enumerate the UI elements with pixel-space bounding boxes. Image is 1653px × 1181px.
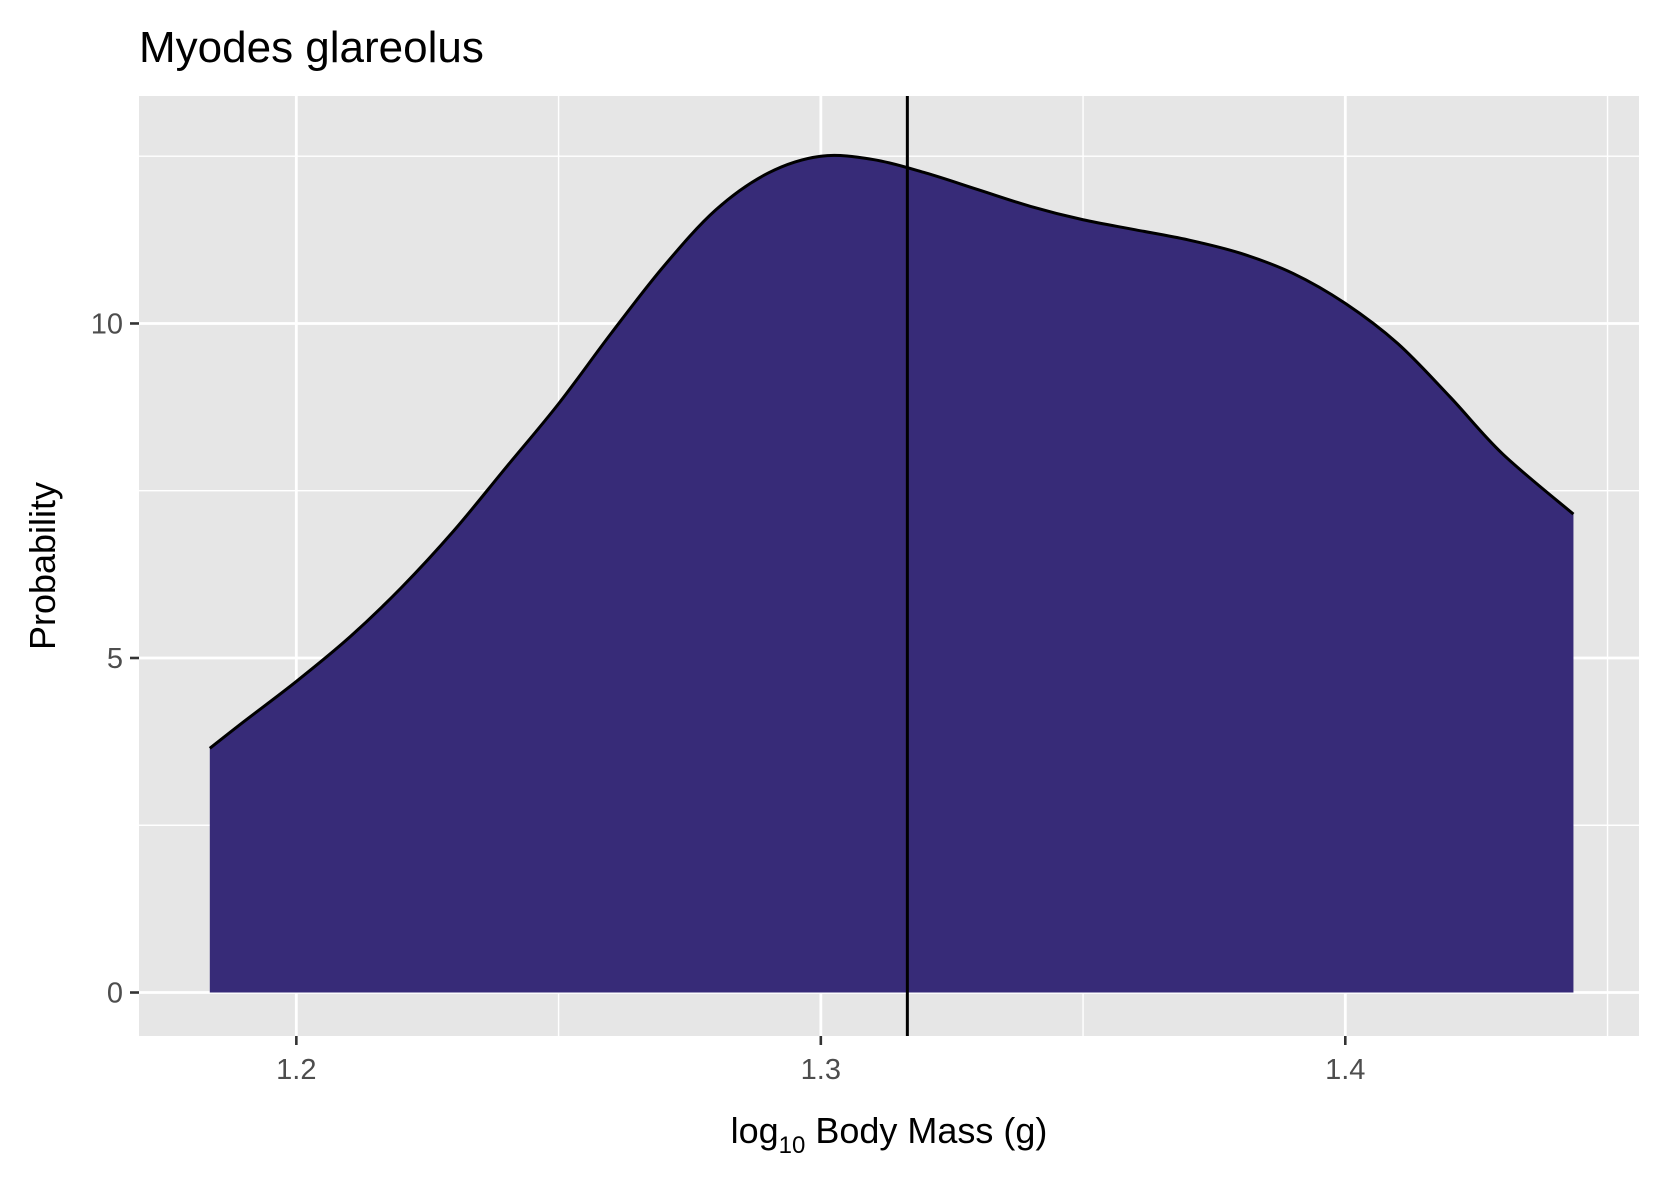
y-axis-label: Probability [22, 482, 63, 650]
density-area [209, 155, 1574, 993]
axis-ticks: 1.2 1.3 1.4 0 5 10 [91, 308, 1366, 1086]
x-axis-label: log10 Body Mass (g) [731, 1110, 1048, 1159]
y-tick-label: 5 [107, 643, 123, 675]
density-line [208, 153, 1575, 750]
x-tick-label: 1.3 [801, 1054, 841, 1086]
y-tick-label: 0 [107, 978, 123, 1010]
chart-title: Myodes glareolus [139, 23, 484, 72]
x-axis-label-suffix: Body Mass (g) [805, 1110, 1047, 1151]
x-axis-label-subscript: 10 [779, 1132, 806, 1159]
x-tick-label: 1.4 [1325, 1054, 1365, 1086]
x-tick-label: 1.2 [276, 1054, 316, 1086]
x-axis-label-prefix: log [731, 1110, 779, 1151]
y-tick-label: 10 [91, 308, 123, 340]
